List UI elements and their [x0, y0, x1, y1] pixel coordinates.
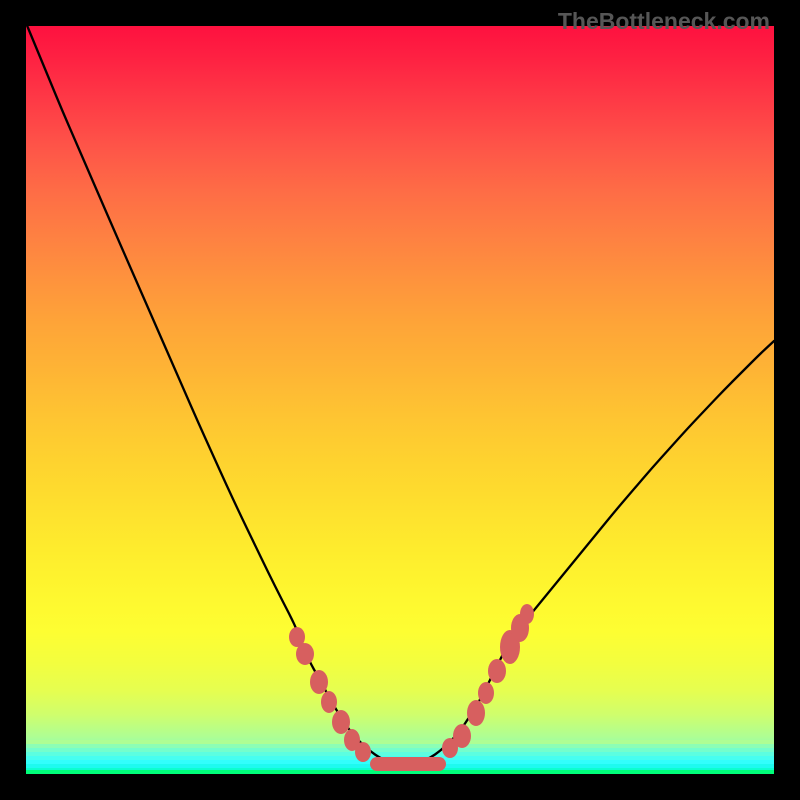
border-edge — [774, 0, 800, 800]
watermark-text: TheBottleneck.com — [558, 8, 770, 35]
border-edge — [0, 774, 800, 800]
bottom-green-bands — [26, 0, 774, 800]
chart-frame: TheBottleneck.com — [0, 0, 800, 800]
border-edge — [0, 0, 26, 800]
